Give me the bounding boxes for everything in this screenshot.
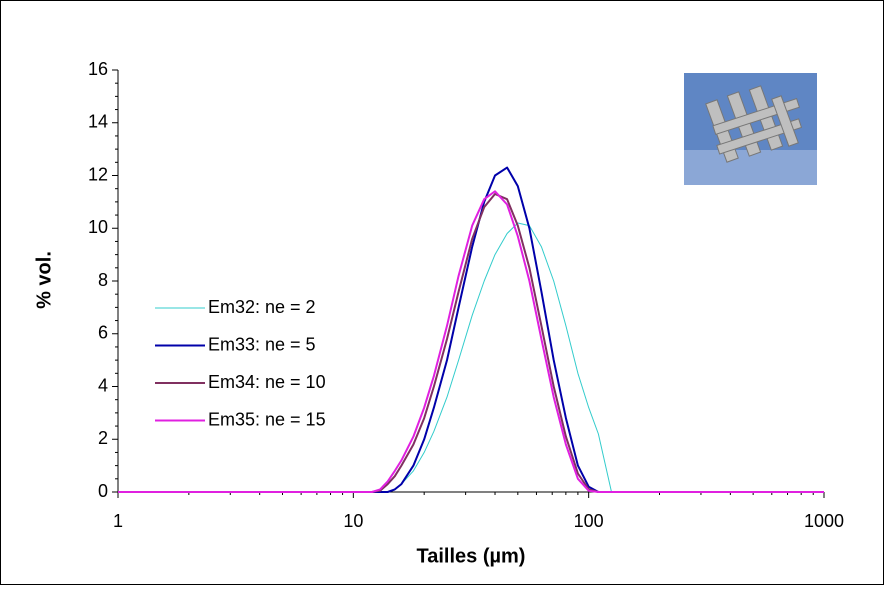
y-tick-label: 2 [98,428,108,448]
y-tick-label: 8 [98,270,108,290]
legend-label: Em32: ne = 2 [208,297,316,317]
y-tick-label: 16 [88,59,108,79]
y-tick-label: 4 [98,375,108,395]
y-tick-label: 6 [98,323,108,343]
y-tick-label: 14 [88,112,108,132]
y-tick-label: 12 [88,164,108,184]
x-tick-label: 1000 [804,511,844,531]
y-axis-title: % vol. [33,251,55,309]
x-axis-title: Tailles (µm) [417,545,526,567]
inset-photo [684,73,817,185]
legend-label: Em34: ne = 10 [208,372,326,392]
x-tick-label: 10 [343,511,363,531]
legend-label: Em35: ne = 15 [208,409,326,429]
x-tick-label: 100 [574,511,604,531]
y-tick-label: 0 [98,481,108,501]
series-line [118,190,824,493]
legend-label: Em33: ne = 5 [208,334,316,354]
series-line [118,166,824,493]
series-line [118,193,824,493]
y-tick-label: 10 [88,217,108,237]
x-tick-label: 1 [113,511,123,531]
